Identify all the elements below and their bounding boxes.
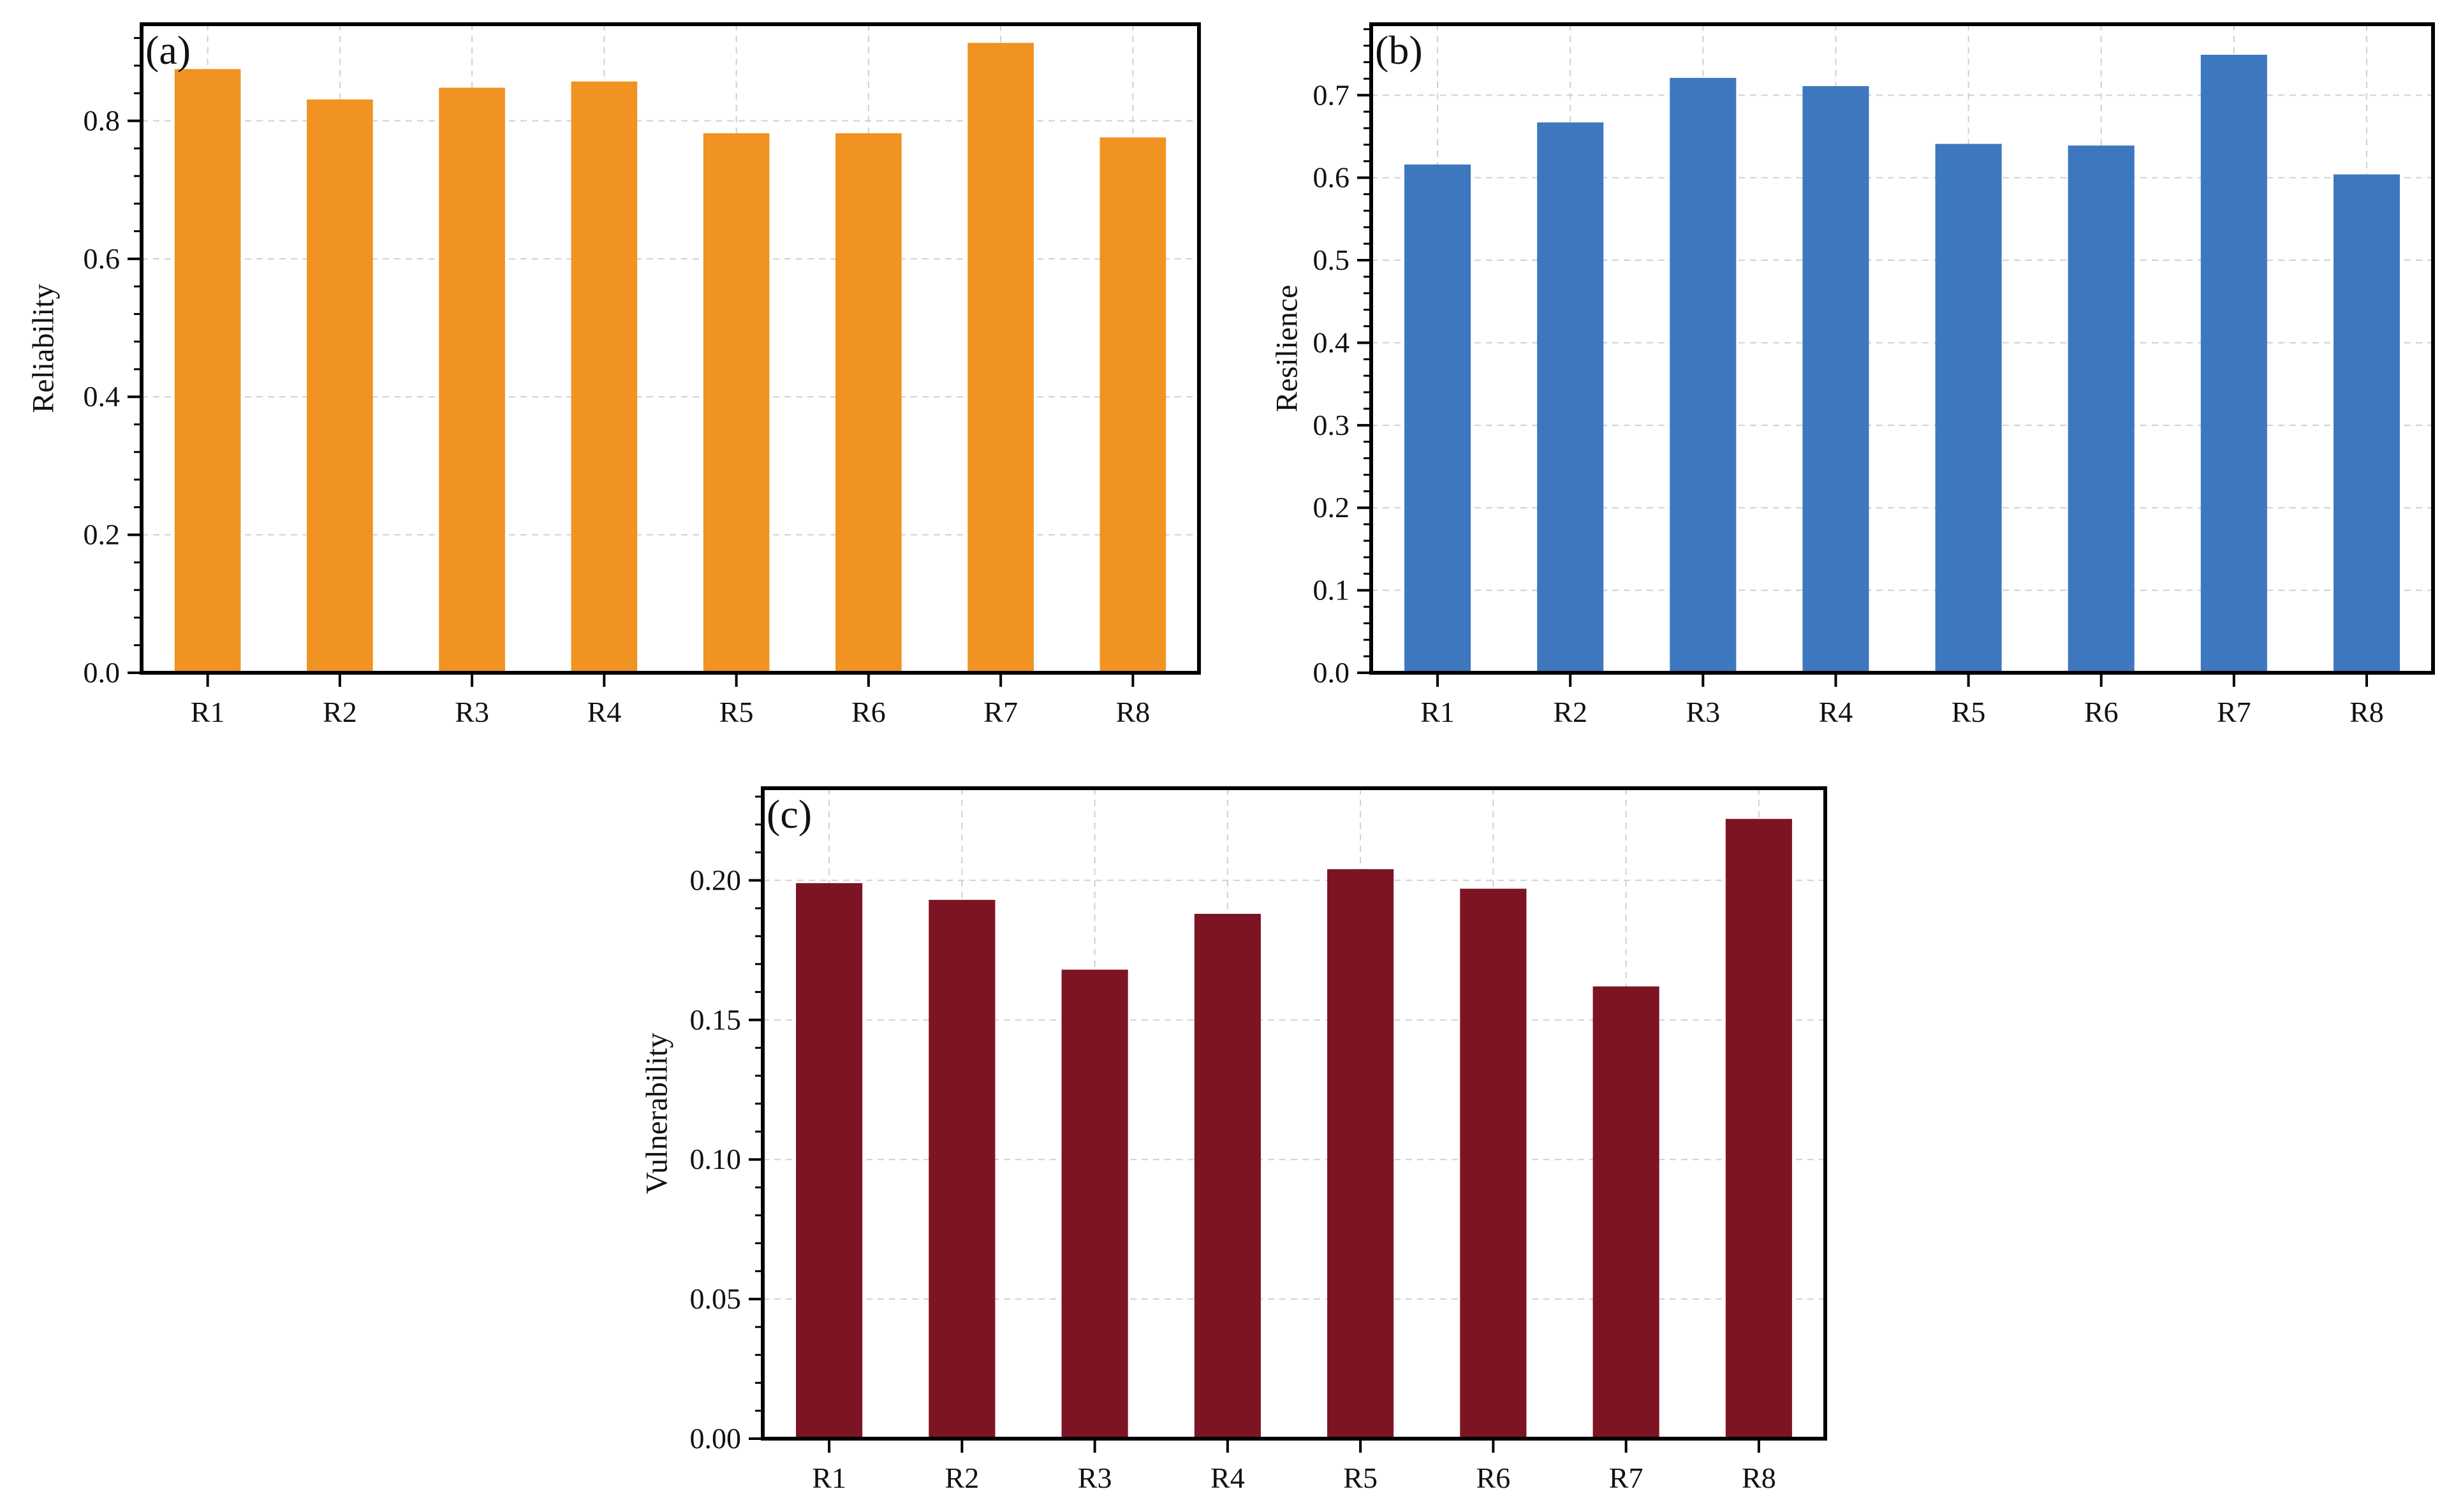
bar-r8	[1099, 137, 1166, 673]
bar-r2	[929, 900, 996, 1439]
x-tick-label: R7	[2217, 696, 2251, 728]
bar-r5	[703, 133, 770, 673]
y-tick-label: 0.2	[84, 518, 121, 551]
bar-r3	[1670, 78, 1737, 673]
chart-panel-resilience: 0.0 0.1 0.2 0.3 0.4 0.5 0.6 0.7 R1 R2 R3 R4 R5 R6 R7 R8…	[1270, 22, 2435, 728]
y-tick-label: 0.20	[690, 863, 742, 896]
y-tick-label: 0.2	[1313, 491, 1350, 524]
x-tick-label: R3	[1686, 696, 1720, 728]
bar-r4	[1802, 86, 1869, 673]
y-tick-label: 0.0	[1313, 656, 1350, 689]
y-axis-label: Vulnerability	[640, 1032, 674, 1194]
x-tick-label: R4	[587, 696, 622, 728]
x-tick-label: R7	[983, 696, 1018, 728]
y-tick-label: 0.6	[84, 242, 121, 275]
plot-frame	[1369, 22, 2435, 675]
y-tick-label: 0.00	[690, 1422, 742, 1455]
x-tick-label: R2	[1553, 696, 1587, 728]
y-axis-label: Resilience	[1270, 285, 1304, 413]
y-tick-label: 0.5	[1313, 244, 1350, 276]
bar-r1	[796, 883, 863, 1439]
bar-r4	[1194, 913, 1261, 1439]
y-tick-label: 0.4	[84, 380, 121, 413]
bar-r1	[1404, 164, 1471, 673]
x-tick-label: R2	[323, 696, 357, 728]
x-tick-label: R8	[2349, 696, 2384, 728]
bar-r6	[1460, 888, 1527, 1439]
bar-r7	[1592, 986, 1659, 1439]
y-tick-label: 0.7	[1313, 78, 1350, 111]
bar-r3	[439, 87, 505, 673]
x-tick-label: R1	[1420, 696, 1455, 728]
bar-r1	[174, 69, 241, 673]
bar-r7	[967, 43, 1034, 673]
x-tick-label: R7	[1609, 1462, 1643, 1494]
bar-r3	[1061, 969, 1128, 1439]
y-axis-label: Reliability	[27, 284, 61, 413]
y-tick-label: 0.6	[1313, 161, 1350, 194]
x-tick-label: R5	[1343, 1462, 1378, 1494]
x-tick-label: R1	[191, 696, 225, 728]
x-tick-label: R2	[945, 1462, 980, 1494]
panel-label: (c)	[767, 791, 812, 837]
y-tick-label: 0.0	[84, 656, 121, 689]
chart-panel-vulnerability: 0.00 0.05 0.10 0.15 0.20 R1 R2 R3 R4 R5 R6 R7 R8 Vuln…	[640, 786, 1827, 1494]
x-tick-label: R8	[1742, 1462, 1776, 1494]
x-tick-label: R6	[2084, 696, 2119, 728]
plot-frame	[761, 786, 1827, 1441]
x-tick-label: R8	[1116, 696, 1151, 728]
panel-label: (b)	[1375, 27, 1423, 73]
plot-frame	[140, 22, 1201, 675]
x-tick-label: R4	[1210, 1462, 1245, 1494]
bar-r2	[307, 99, 373, 673]
y-tick-label: 0.8	[84, 104, 121, 136]
x-tick-label: R6	[851, 696, 886, 728]
panel-label: (a)	[145, 27, 191, 73]
x-tick-label: R5	[719, 696, 754, 728]
y-tick-label: 0.10	[690, 1143, 742, 1175]
y-tick-label: 0.05	[690, 1282, 742, 1315]
x-tick-label: R1	[812, 1462, 846, 1494]
bar-r8	[2333, 174, 2400, 673]
bar-r7	[2200, 54, 2267, 673]
chart-panel-reliability: 0.0 0.2 0.4 0.6 0.8 R1 R2 R3 R4 R5 R6 R7 R8 Reliabili…	[27, 22, 1201, 728]
y-tick-label: 0.3	[1313, 409, 1350, 441]
bar-r6	[835, 133, 902, 673]
x-tick-label: R3	[455, 696, 489, 728]
x-tick-label: R5	[1952, 696, 1986, 728]
x-tick-label: R4	[1819, 696, 1853, 728]
y-tick-label: 0.1	[1313, 574, 1350, 606]
bar-r6	[2068, 145, 2135, 673]
bar-r4	[571, 81, 638, 673]
bar-r5	[1935, 143, 2002, 673]
y-tick-label: 0.4	[1313, 326, 1350, 358]
x-tick-label: R6	[1476, 1462, 1511, 1494]
bar-r8	[1725, 819, 1792, 1439]
bar-r5	[1327, 869, 1394, 1439]
bar-r2	[1537, 122, 1604, 673]
x-tick-label: R3	[1078, 1462, 1112, 1494]
y-tick-label: 0.15	[690, 1003, 742, 1036]
